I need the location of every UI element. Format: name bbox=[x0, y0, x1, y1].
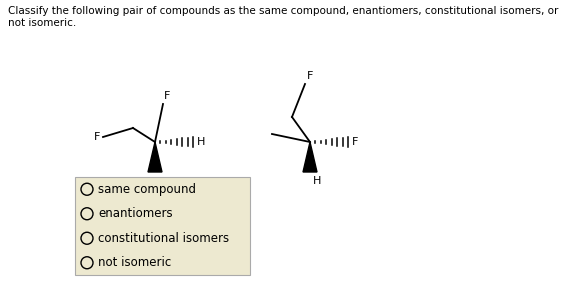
Text: enantiomers: enantiomers bbox=[98, 207, 173, 220]
Text: F: F bbox=[94, 132, 100, 142]
Polygon shape bbox=[148, 142, 162, 172]
Text: F: F bbox=[307, 71, 314, 81]
Text: H: H bbox=[313, 176, 321, 186]
Text: F: F bbox=[352, 137, 358, 147]
Text: same compound: same compound bbox=[98, 183, 196, 196]
Text: not isomeric: not isomeric bbox=[98, 256, 171, 269]
Text: F: F bbox=[164, 91, 170, 101]
Polygon shape bbox=[303, 142, 317, 172]
Text: constitutional isomers: constitutional isomers bbox=[98, 232, 229, 245]
Bar bbox=[75, 177, 250, 275]
Text: H: H bbox=[197, 137, 205, 147]
Text: Classify the following pair of compounds as the same compound, enantiomers, cons: Classify the following pair of compounds… bbox=[8, 6, 558, 28]
